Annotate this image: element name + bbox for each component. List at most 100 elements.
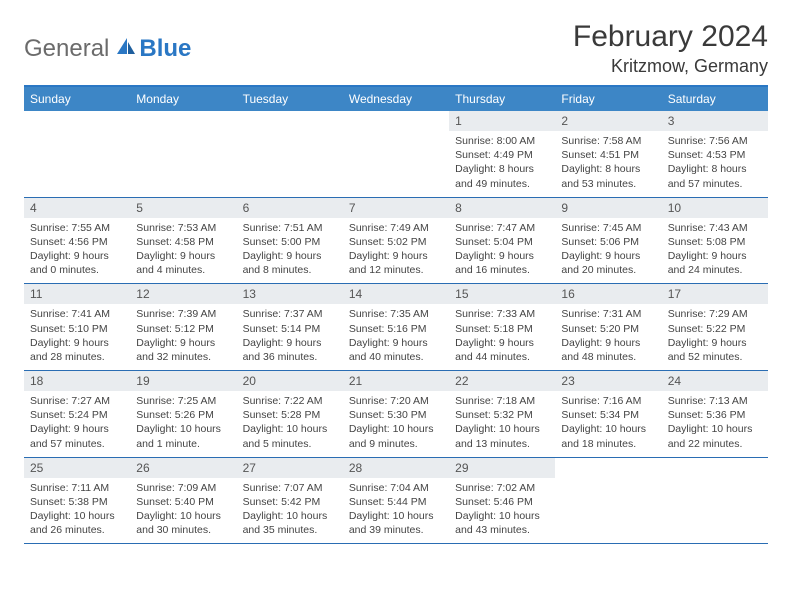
day-number: 29	[449, 458, 555, 478]
week-row: 18Sunrise: 7:27 AMSunset: 5:24 PMDayligh…	[24, 371, 768, 458]
day-cell: 15Sunrise: 7:33 AMSunset: 5:18 PMDayligh…	[449, 284, 555, 370]
daylight-text-2: and 57 minutes.	[668, 177, 762, 191]
sunrise-text: Sunrise: 7:47 AM	[455, 221, 549, 235]
day-details: Sunrise: 7:18 AMSunset: 5:32 PMDaylight:…	[449, 391, 555, 457]
sunrise-text: Sunrise: 7:04 AM	[349, 481, 443, 495]
sunset-text: Sunset: 5:42 PM	[243, 495, 337, 509]
daylight-text-2: and 44 minutes.	[455, 350, 549, 364]
daylight-text-1: Daylight: 9 hours	[668, 249, 762, 263]
daylight-text-2: and 35 minutes.	[243, 523, 337, 537]
day-number	[130, 111, 236, 117]
daylight-text-2: and 9 minutes.	[349, 437, 443, 451]
sunrise-text: Sunrise: 7:29 AM	[668, 307, 762, 321]
daylight-text-2: and 28 minutes.	[30, 350, 124, 364]
sunset-text: Sunset: 5:10 PM	[30, 322, 124, 336]
daylight-text-2: and 36 minutes.	[243, 350, 337, 364]
week-row: 4Sunrise: 7:55 AMSunset: 4:56 PMDaylight…	[24, 198, 768, 285]
header-right: February 2024 Kritzmow, Germany	[573, 20, 768, 77]
daylight-text-1: Daylight: 9 hours	[668, 336, 762, 350]
day-number: 20	[237, 371, 343, 391]
sunrise-text: Sunrise: 7:43 AM	[668, 221, 762, 235]
daylight-text-1: Daylight: 8 hours	[455, 162, 549, 176]
day-number	[24, 111, 130, 117]
daylight-text-2: and 16 minutes.	[455, 263, 549, 277]
day-details: Sunrise: 7:29 AMSunset: 5:22 PMDaylight:…	[662, 304, 768, 370]
day-details: Sunrise: 7:20 AMSunset: 5:30 PMDaylight:…	[343, 391, 449, 457]
day-number: 1	[449, 111, 555, 131]
sunrise-text: Sunrise: 7:41 AM	[30, 307, 124, 321]
day-details: Sunrise: 7:25 AMSunset: 5:26 PMDaylight:…	[130, 391, 236, 457]
day-cell: 10 Sunrise: 7:43 AMSunset: 5:08 PMDayligh…	[662, 198, 768, 284]
day-number: 10	[662, 198, 768, 218]
sunset-text: Sunset: 5:06 PM	[561, 235, 655, 249]
weekday-header: Sunday	[24, 87, 130, 111]
weeks-container: 1Sunrise: 8:00 AMSunset: 4:49 PMDaylight…	[24, 111, 768, 544]
sunrise-text: Sunrise: 7:27 AM	[30, 394, 124, 408]
day-cell: 3Sunrise: 7:56 AMSunset: 4:53 PMDaylight…	[662, 111, 768, 197]
daylight-text-2: and 26 minutes.	[30, 523, 124, 537]
day-number	[343, 111, 449, 117]
day-number: 13	[237, 284, 343, 304]
day-details: Sunrise: 7:58 AMSunset: 4:51 PMDaylight:…	[555, 131, 661, 197]
daylight-text-1: Daylight: 9 hours	[243, 336, 337, 350]
daylight-text-1: Daylight: 9 hours	[30, 249, 124, 263]
day-cell: 2Sunrise: 7:58 AMSunset: 4:51 PMDaylight…	[555, 111, 661, 197]
day-cell: 20Sunrise: 7:22 AMSunset: 5:28 PMDayligh…	[237, 371, 343, 457]
sunset-text: Sunset: 5:46 PM	[455, 495, 549, 509]
day-cell: 1Sunrise: 8:00 AMSunset: 4:49 PMDaylight…	[449, 111, 555, 197]
sunrise-text: Sunrise: 7:33 AM	[455, 307, 549, 321]
sunset-text: Sunset: 5:08 PM	[668, 235, 762, 249]
week-row: 1Sunrise: 8:00 AMSunset: 4:49 PMDaylight…	[24, 111, 768, 198]
day-details: Sunrise: 7:31 AMSunset: 5:20 PMDaylight:…	[555, 304, 661, 370]
day-cell: 9Sunrise: 7:45 AMSunset: 5:06 PMDaylight…	[555, 198, 661, 284]
sunset-text: Sunset: 5:34 PM	[561, 408, 655, 422]
sunset-text: Sunset: 5:12 PM	[136, 322, 230, 336]
sunrise-text: Sunrise: 7:20 AM	[349, 394, 443, 408]
day-details: Sunrise: 7:02 AMSunset: 5:46 PMDaylight:…	[449, 478, 555, 544]
day-cell: 17Sunrise: 7:29 AMSunset: 5:22 PMDayligh…	[662, 284, 768, 370]
sunset-text: Sunset: 5:24 PM	[30, 408, 124, 422]
page-header: General Blue February 2024 Kritzmow, Ger…	[24, 20, 768, 77]
sunrise-text: Sunrise: 7:22 AM	[243, 394, 337, 408]
day-cell: 28Sunrise: 7:04 AMSunset: 5:44 PMDayligh…	[343, 458, 449, 544]
daylight-text-2: and 8 minutes.	[243, 263, 337, 277]
daylight-text-2: and 22 minutes.	[668, 437, 762, 451]
sunset-text: Sunset: 5:32 PM	[455, 408, 549, 422]
weekday-header: Tuesday	[237, 87, 343, 111]
day-cell: 18Sunrise: 7:27 AMSunset: 5:24 PMDayligh…	[24, 371, 130, 457]
day-number: 4	[24, 198, 130, 218]
day-cell	[343, 111, 449, 197]
week-row: 11Sunrise: 7:41 AMSunset: 5:10 PMDayligh…	[24, 284, 768, 371]
day-number: 14	[343, 284, 449, 304]
sunset-text: Sunset: 5:26 PM	[136, 408, 230, 422]
sunset-text: Sunset: 5:38 PM	[30, 495, 124, 509]
daylight-text-2: and 40 minutes.	[349, 350, 443, 364]
day-details: Sunrise: 7:45 AMSunset: 5:06 PMDaylight:…	[555, 218, 661, 284]
daylight-text-1: Daylight: 9 hours	[136, 249, 230, 263]
sunset-text: Sunset: 5:18 PM	[455, 322, 549, 336]
day-cell: 4Sunrise: 7:55 AMSunset: 4:56 PMDaylight…	[24, 198, 130, 284]
sunset-text: Sunset: 5:22 PM	[668, 322, 762, 336]
day-cell: 27Sunrise: 7:07 AMSunset: 5:42 PMDayligh…	[237, 458, 343, 544]
day-number: 17	[662, 284, 768, 304]
sunrise-text: Sunrise: 7:45 AM	[561, 221, 655, 235]
sunset-text: Sunset: 5:14 PM	[243, 322, 337, 336]
brand-logo: General Blue	[24, 35, 191, 63]
day-details: Sunrise: 7:07 AMSunset: 5:42 PMDaylight:…	[237, 478, 343, 544]
day-number	[237, 111, 343, 117]
daylight-text-1: Daylight: 8 hours	[561, 162, 655, 176]
day-details: Sunrise: 7:51 AMSunset: 5:00 PMDaylight:…	[237, 218, 343, 284]
sunset-text: Sunset: 5:28 PM	[243, 408, 337, 422]
day-cell: 29Sunrise: 7:02 AMSunset: 5:46 PMDayligh…	[449, 458, 555, 544]
day-number: 22	[449, 371, 555, 391]
sunrise-text: Sunrise: 7:51 AM	[243, 221, 337, 235]
sunrise-text: Sunrise: 7:58 AM	[561, 134, 655, 148]
day-number: 2	[555, 111, 661, 131]
calendar: Sunday Monday Tuesday Wednesday Thursday…	[24, 85, 768, 544]
daylight-text-2: and 43 minutes.	[455, 523, 549, 537]
sunrise-text: Sunrise: 7:35 AM	[349, 307, 443, 321]
brand-text-blue: Blue	[139, 35, 191, 63]
day-number: 5	[130, 198, 236, 218]
day-details: Sunrise: 7:41 AMSunset: 5:10 PMDaylight:…	[24, 304, 130, 370]
daylight-text-1: Daylight: 10 hours	[243, 509, 337, 523]
